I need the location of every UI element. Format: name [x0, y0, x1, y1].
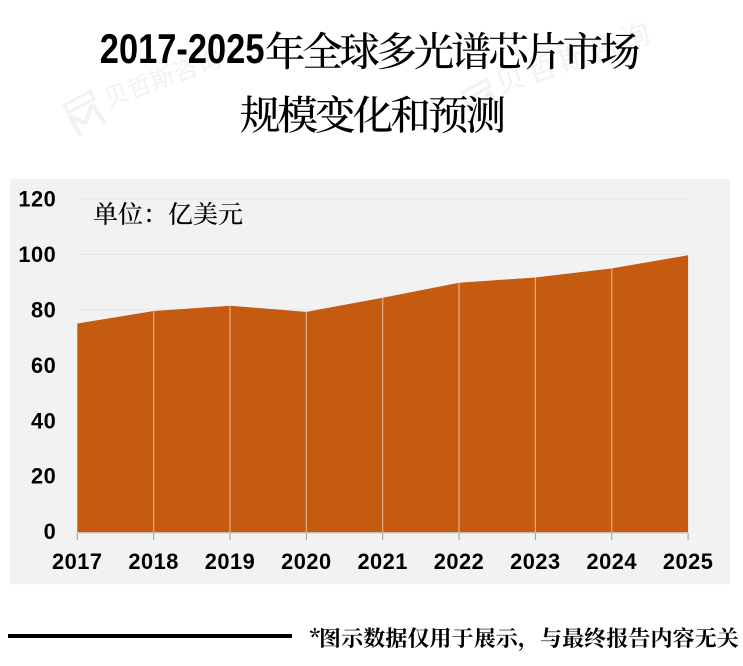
svg-text:2017: 2017	[52, 549, 103, 574]
svg-text:80: 80	[31, 297, 56, 322]
svg-text:2021: 2021	[357, 549, 408, 574]
svg-text:2019: 2019	[205, 549, 256, 574]
svg-text:0: 0	[44, 519, 57, 544]
svg-text:100: 100	[18, 242, 56, 267]
svg-text:2023: 2023	[510, 549, 561, 574]
svg-text:60: 60	[31, 353, 56, 378]
svg-text:2020: 2020	[281, 549, 332, 574]
svg-text:2018: 2018	[128, 549, 179, 574]
svg-text:2022: 2022	[434, 549, 485, 574]
svg-text:20: 20	[31, 464, 56, 489]
svg-text:40: 40	[31, 408, 56, 433]
svg-text:2025: 2025	[663, 549, 714, 574]
svg-text:2024: 2024	[587, 549, 638, 574]
svg-text:120: 120	[18, 187, 56, 212]
svg-text:2017-2025: 2017-2025	[100, 26, 265, 73]
